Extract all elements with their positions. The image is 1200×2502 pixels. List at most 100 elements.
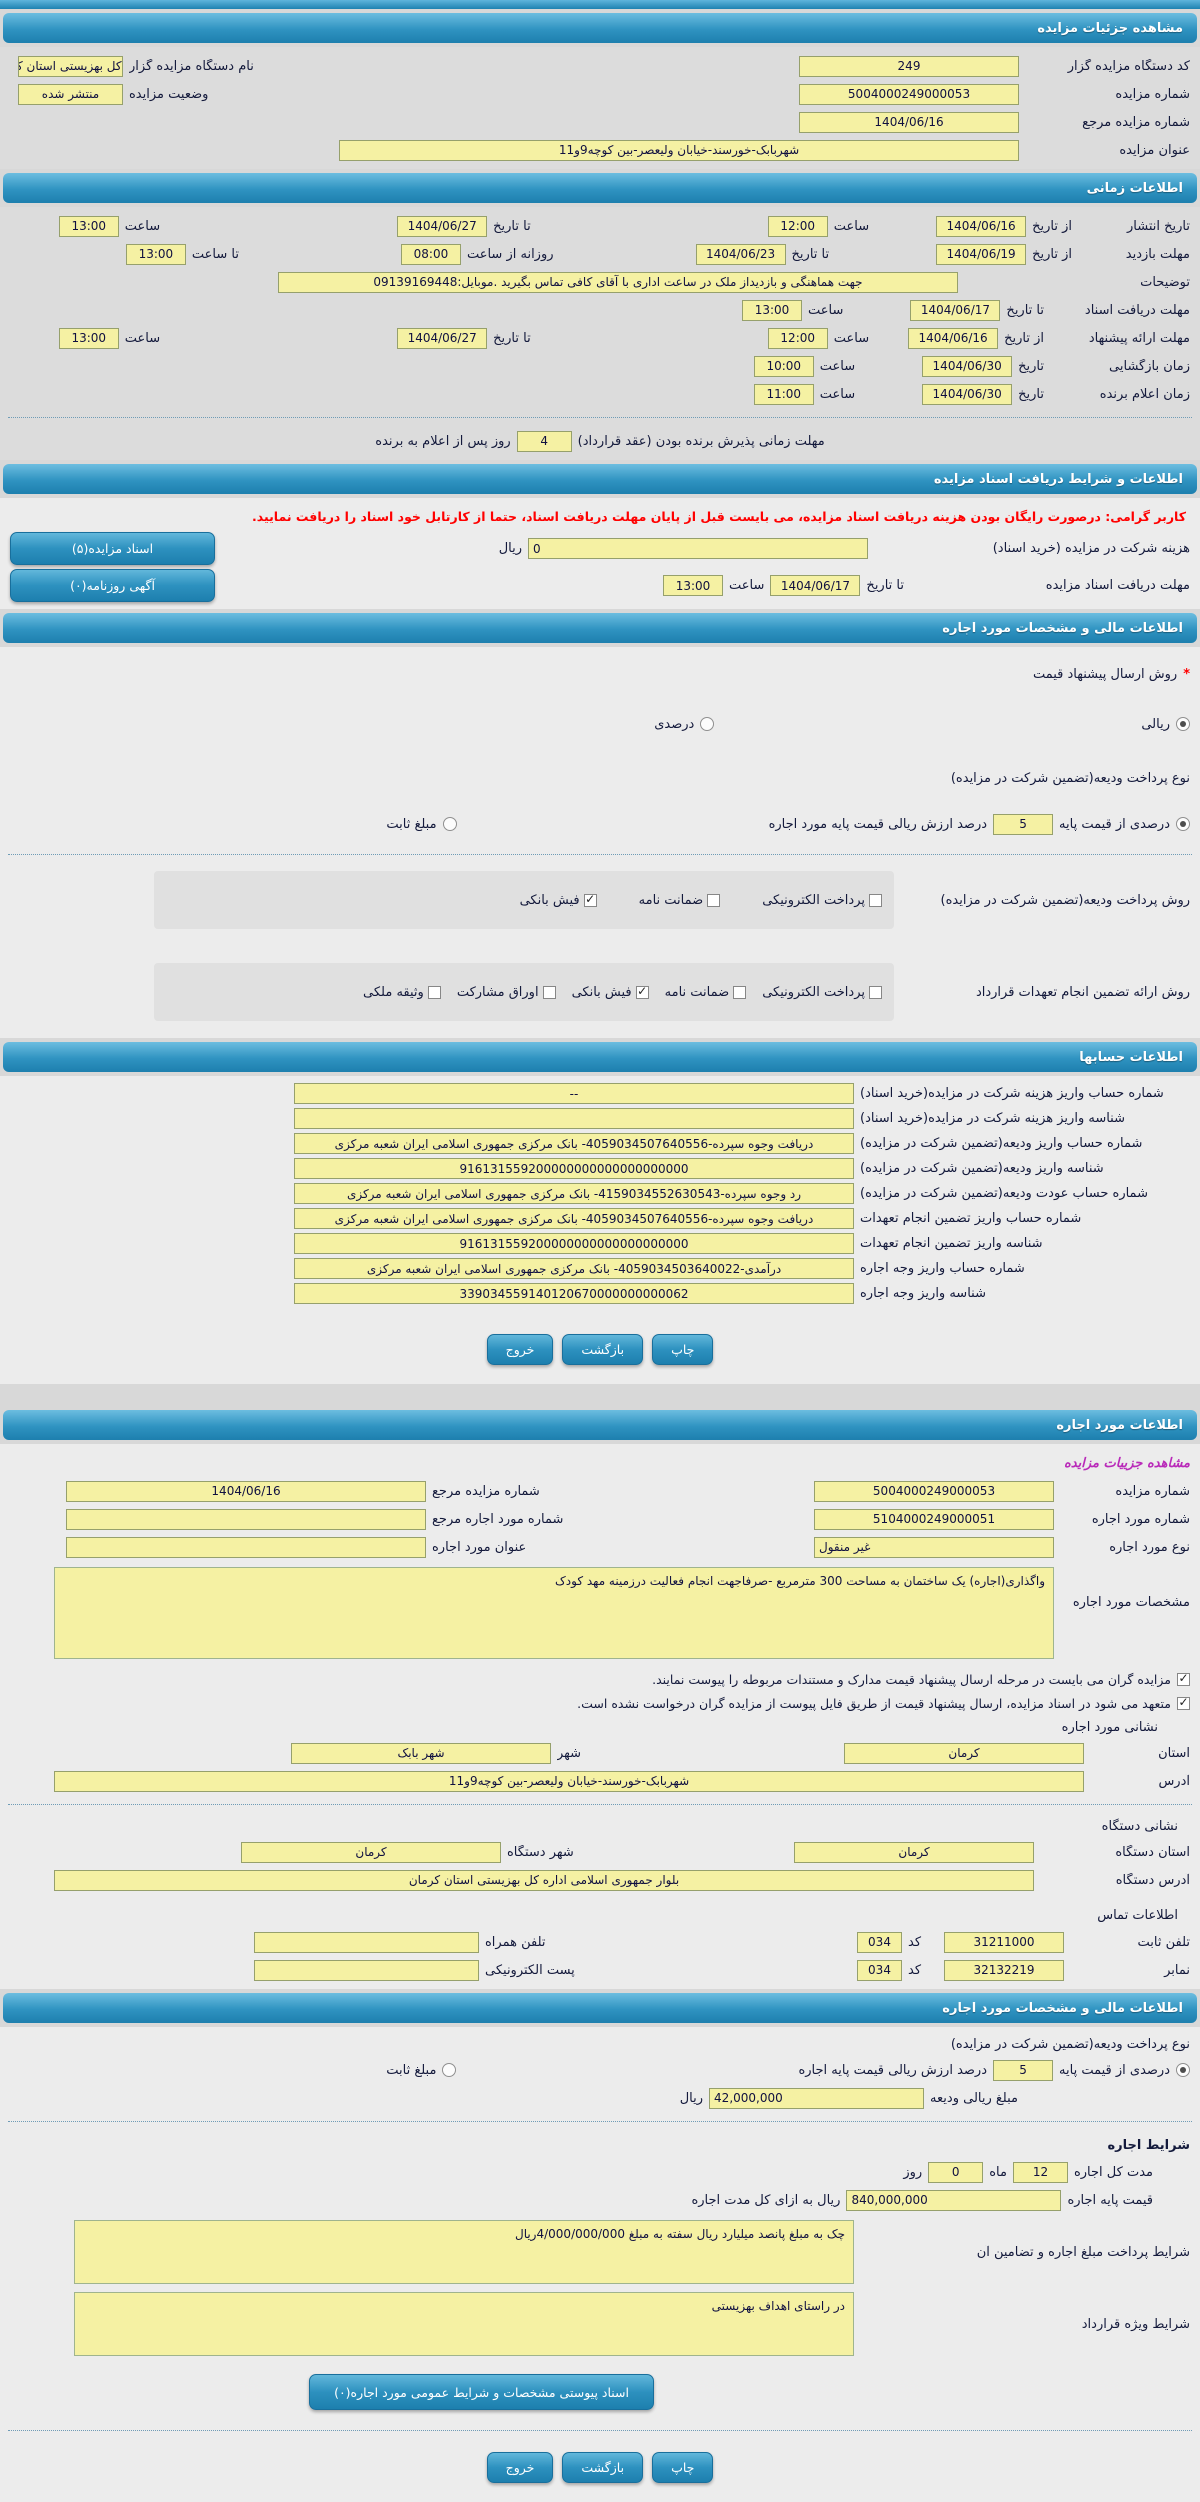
guarantee-letter-checkbox[interactable] — [733, 985, 747, 999]
offer-to-time-field[interactable]: 13:00 — [58, 327, 119, 349]
visit-to-date-field[interactable]: 1404/06/23 — [695, 243, 786, 265]
agency-province-field[interactable]: کرمان — [794, 1841, 1034, 1863]
pay-option-bank-slip[interactable]: فیش بانکی — [520, 892, 597, 908]
account-field[interactable]: 916131559200000000000000000000 — [294, 1233, 854, 1254]
back-button[interactable]: بازگشت — [562, 2452, 644, 2483]
agency-name-field[interactable]: اداره کل بهزیستی استان کرمان — [18, 55, 123, 77]
auction-no-field[interactable]: 5004000249000053 — [814, 1480, 1054, 1502]
epay-checkbox[interactable] — [869, 985, 882, 999]
percent-of-base-field[interactable]: 5 — [993, 813, 1054, 835]
duration-months-field[interactable]: 12 — [1012, 2161, 1068, 2183]
offer-to-date-field[interactable]: 1404/06/27 — [397, 327, 488, 349]
opening-time-field[interactable]: 10:00 — [753, 355, 814, 377]
bank-slip-checkbox[interactable] — [635, 984, 649, 999]
auction-ref-label: شماره مزایده مرجع — [432, 1483, 540, 1499]
address-field[interactable]: شهربابک-خورسند-خیابان ولیعصر-بین کوچه9و1… — [54, 1770, 1084, 1792]
no-file-checkbox[interactable] — [1177, 1695, 1190, 1710]
item-ref-field[interactable] — [66, 1508, 426, 1530]
percent-radio[interactable] — [700, 717, 715, 731]
bank-slip-checkbox[interactable] — [583, 892, 597, 907]
exit-button[interactable]: خروج — [486, 1334, 554, 1365]
guarantee-letter-checkbox[interactable] — [707, 893, 721, 907]
docs-fee-field[interactable]: 0 — [528, 538, 868, 559]
duration-days-field[interactable]: 0 — [928, 2161, 984, 2183]
bonds-checkbox[interactable] — [542, 985, 556, 999]
accept-deadline-days-field[interactable]: 4 — [516, 430, 572, 452]
publish-from-time-field[interactable]: 12:00 — [767, 215, 828, 237]
account-field[interactable]: 916131559200000000000000000000 — [294, 1158, 854, 1179]
agency-code-field[interactable]: 249 — [799, 55, 1019, 77]
item-type-field[interactable]: غیر منقول — [814, 1536, 1054, 1558]
province-field[interactable]: کرمان — [844, 1742, 1084, 1764]
payment-terms-field[interactable]: چک به مبلغ پانصد میلیارد ریال سفته به مب… — [74, 2220, 854, 2284]
percent-of-base-radio[interactable] — [1176, 817, 1190, 831]
pay-option-epay[interactable]: پرداخت الکترونیکی — [762, 893, 882, 908]
account-field[interactable] — [294, 1108, 854, 1129]
account-field[interactable]: -- — [294, 1083, 854, 1104]
fax-field[interactable]: 32132219 — [944, 1959, 1064, 1981]
offer-from-time-field[interactable]: 12:00 — [767, 327, 828, 349]
percent-of-base-radio[interactable] — [1176, 2063, 1190, 2077]
property-collateral-checkbox[interactable] — [427, 985, 441, 999]
view-auction-details-link[interactable]: مشاهده جزییات مزایده — [1063, 1455, 1190, 1471]
publish-from-date-field[interactable]: 1404/06/16 — [936, 215, 1027, 237]
specs-field[interactable]: واگذاری(اجاره) یک ساختمان به مساحت 300 م… — [54, 1567, 1054, 1659]
guarantee-option-property[interactable]: وثیقه ملکی — [363, 985, 441, 1000]
publish-to-date-field[interactable]: 1404/06/27 — [397, 215, 488, 237]
doc-receive-date-field[interactable]: 1404/06/17 — [910, 299, 1001, 321]
agency-city-field[interactable]: کرمان — [241, 1841, 501, 1863]
docs-deadline-date-field[interactable]: 1404/06/17 — [770, 575, 861, 596]
email-field[interactable] — [254, 1959, 479, 1981]
account-field[interactable]: دریافت وجوه سپرده-4059034507640556- بانک… — [294, 1133, 854, 1154]
back-button[interactable]: بازگشت — [562, 1334, 644, 1365]
auction-title-field[interactable]: شهربابک-خورسند-خیابان ولیعصر-بین کوچه9و1… — [339, 139, 1019, 161]
epay-checkbox[interactable] — [869, 893, 882, 907]
ref-no-field[interactable]: 1404/06/16 — [799, 111, 1019, 133]
newspaper-ad-button[interactable]: آگهی روزنامه(۰) — [10, 569, 215, 602]
guarantee-option-letter[interactable]: ضمانت نامه — [665, 985, 747, 1000]
base-price-field[interactable]: 840,000,000 — [846, 2189, 1062, 2211]
auction-ref-field[interactable]: 1404/06/16 — [66, 1480, 426, 1502]
attach-docs-checkbox[interactable] — [1177, 1671, 1190, 1686]
guarantee-option-bank-slip[interactable]: فیش بانکی — [572, 984, 649, 1000]
visit-from-date-field[interactable]: 1404/06/19 — [936, 243, 1027, 265]
percent-of-base-field[interactable]: 5 — [993, 2059, 1054, 2081]
account-field[interactable]: 339034559140120670000000000062 — [294, 1283, 854, 1304]
attachments-button[interactable]: اسناد پیوستی مشخصات و شرایط عمومی مورد ا… — [309, 2374, 654, 2410]
notes-field[interactable]: جهت هماهنگی و بازدیداز ملک در ساعت اداری… — [278, 271, 958, 293]
phone-field[interactable]: 31211000 — [944, 1931, 1064, 1953]
winner-date-field[interactable]: 1404/06/30 — [922, 383, 1013, 405]
visit-daily-from-time-field[interactable]: 08:00 — [400, 243, 461, 265]
agency-address-field[interactable]: بلوار جمهوری اسلامی اداره کل بهزیستی است… — [54, 1869, 1034, 1891]
winner-time-field[interactable]: 11:00 — [753, 383, 814, 405]
status-field[interactable]: منتشر شده — [18, 83, 123, 105]
account-field[interactable]: درآمدی-4059034503640022- بانک مرکزی جمهو… — [294, 1258, 854, 1279]
deposit-amount-field[interactable]: 42,000,000 — [709, 2087, 925, 2109]
print-button[interactable]: چاپ — [652, 2452, 714, 2483]
item-title-field[interactable] — [66, 1536, 426, 1558]
auction-documents-button[interactable]: اسناد مزایده(۵) — [10, 532, 215, 565]
mobile-field[interactable] — [254, 1931, 479, 1953]
guarantee-option-bonds[interactable]: اوراق مشارکت — [457, 985, 556, 1000]
print-button[interactable]: چاپ — [652, 1334, 714, 1365]
docs-deadline-time-field[interactable]: 13:00 — [663, 575, 724, 596]
publish-to-time-field[interactable]: 13:00 — [58, 215, 119, 237]
special-terms-field[interactable]: در راستای اهداف بهزیستی — [74, 2292, 854, 2356]
fixed-amount-radio[interactable] — [442, 817, 457, 831]
exit-button[interactable]: خروج — [486, 2452, 554, 2483]
doc-receive-time-field[interactable]: 13:00 — [742, 299, 803, 321]
item-no-field[interactable]: 5104000249000051 — [814, 1508, 1054, 1530]
account-field[interactable]: دریافت وجوه سپرده-4059034507640556- بانک… — [294, 1208, 854, 1229]
phone-code-field[interactable]: 034 — [857, 1931, 902, 1953]
city-field[interactable]: شهر بابک — [291, 1742, 551, 1764]
rial-radio[interactable] — [1176, 717, 1190, 731]
pay-option-guarantee-letter[interactable]: ضمانت نامه — [639, 893, 721, 908]
opening-date-field[interactable]: 1404/06/30 — [922, 355, 1013, 377]
offer-from-date-field[interactable]: 1404/06/16 — [908, 327, 999, 349]
auction-no-field[interactable]: 5004000249000053 — [799, 83, 1019, 105]
visit-to-time-field[interactable]: 13:00 — [125, 243, 186, 265]
fixed-amount-radio[interactable] — [442, 2063, 457, 2077]
account-field[interactable]: رد وجوه سپرده-4159034552630543- بانک مرک… — [294, 1183, 854, 1204]
fax-code-field[interactable]: 034 — [857, 1959, 902, 1981]
guarantee-option-epay[interactable]: پرداخت الکترونیکی — [762, 985, 882, 1000]
